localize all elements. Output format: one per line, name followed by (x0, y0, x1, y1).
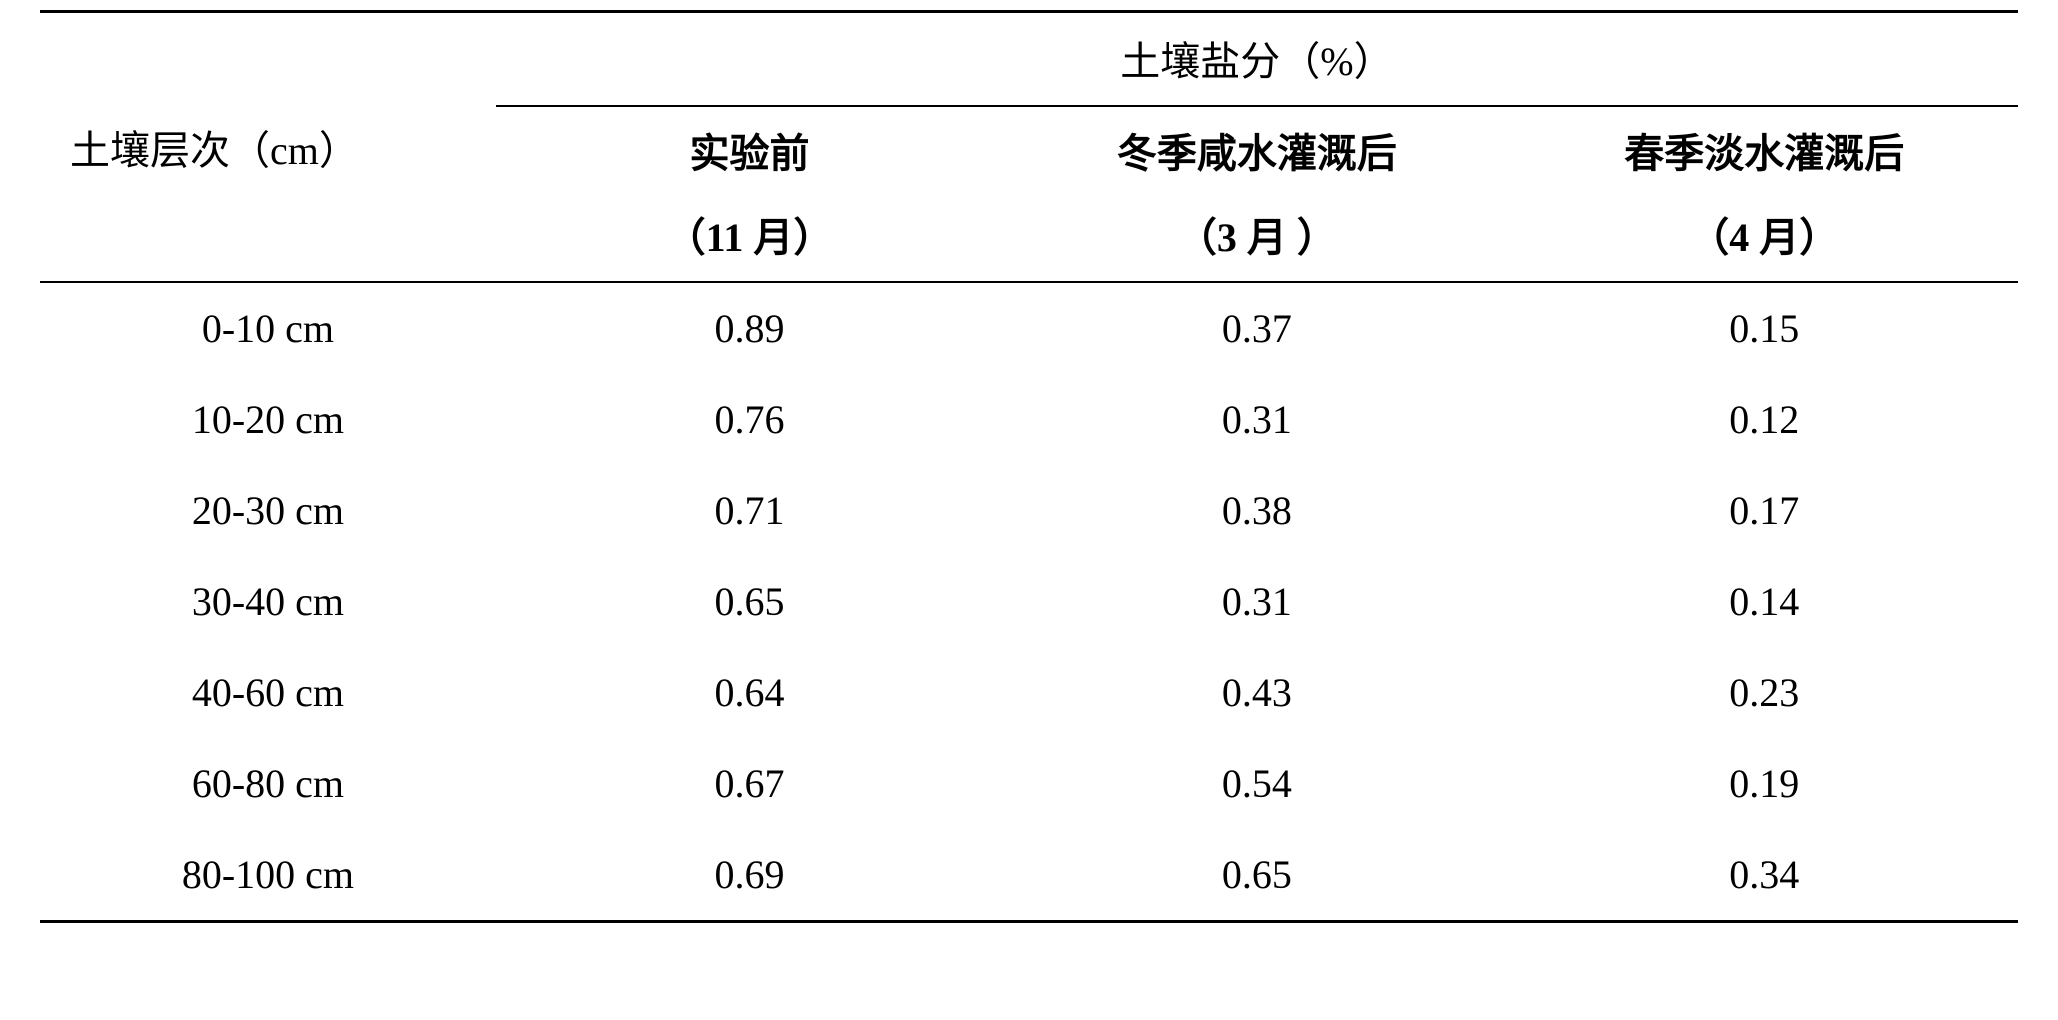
value-cell: 0.69 (496, 829, 1003, 922)
col-header-2: 冬季咸水灌溉后 (1003, 106, 1510, 185)
value-cell: 0.12 (1511, 374, 2018, 465)
layer-cell: 30-40 cm (40, 556, 496, 647)
table-row: 30-40 cm 0.65 0.31 0.14 (40, 556, 2018, 647)
value-cell: 0.65 (496, 556, 1003, 647)
value-cell: 0.34 (1511, 829, 2018, 922)
value-cell: 0.17 (1511, 465, 2018, 556)
value-cell: 0.76 (496, 374, 1003, 465)
table-row: 0-10 cm 0.89 0.37 0.15 (40, 282, 2018, 374)
layer-cell: 40-60 cm (40, 647, 496, 738)
layer-cell: 10-20 cm (40, 374, 496, 465)
value-cell: 0.89 (496, 282, 1003, 374)
table-row: 20-30 cm 0.71 0.38 0.17 (40, 465, 2018, 556)
col-header-2-sub: （3 月 ） (1003, 185, 1510, 282)
value-cell: 0.31 (1003, 556, 1510, 647)
value-cell: 0.71 (496, 465, 1003, 556)
col-header-1: 实验前 (496, 106, 1003, 185)
value-cell: 0.67 (496, 738, 1003, 829)
page: 土壤层次（cm） 土壤盐分（%） 实验前 冬季咸水灌溉后 春季淡水灌溉后 （11… (0, 0, 2058, 1020)
value-cell: 0.31 (1003, 374, 1510, 465)
row-group-label: 土壤层次（cm） (40, 12, 496, 283)
value-cell: 0.23 (1511, 647, 2018, 738)
table-row: 40-60 cm 0.64 0.43 0.23 (40, 647, 2018, 738)
value-cell: 0.37 (1003, 282, 1510, 374)
value-cell: 0.54 (1003, 738, 1510, 829)
table-row: 10-20 cm 0.76 0.31 0.12 (40, 374, 2018, 465)
layer-cell: 20-30 cm (40, 465, 496, 556)
value-cell: 0.64 (496, 647, 1003, 738)
value-cell: 0.14 (1511, 556, 2018, 647)
table-row: 60-80 cm 0.67 0.54 0.19 (40, 738, 2018, 829)
layer-cell: 60-80 cm (40, 738, 496, 829)
value-cell: 0.65 (1003, 829, 1510, 922)
soil-salinity-table: 土壤层次（cm） 土壤盐分（%） 实验前 冬季咸水灌溉后 春季淡水灌溉后 （11… (40, 10, 2018, 923)
value-cell: 0.43 (1003, 647, 1510, 738)
value-cell: 0.38 (1003, 465, 1510, 556)
col-header-1-sub: （11 月） (496, 185, 1003, 282)
value-cell: 0.19 (1511, 738, 2018, 829)
header-row-1: 土壤层次（cm） 土壤盐分（%） (40, 12, 2018, 107)
col-header-3: 春季淡水灌溉后 (1511, 106, 2018, 185)
layer-cell: 0-10 cm (40, 282, 496, 374)
col-header-3-sub: （4 月） (1511, 185, 2018, 282)
value-cell: 0.15 (1511, 282, 2018, 374)
table-row: 80-100 cm 0.69 0.65 0.34 (40, 829, 2018, 922)
layer-cell: 80-100 cm (40, 829, 496, 922)
span-header: 土壤盐分（%） (496, 12, 2018, 107)
